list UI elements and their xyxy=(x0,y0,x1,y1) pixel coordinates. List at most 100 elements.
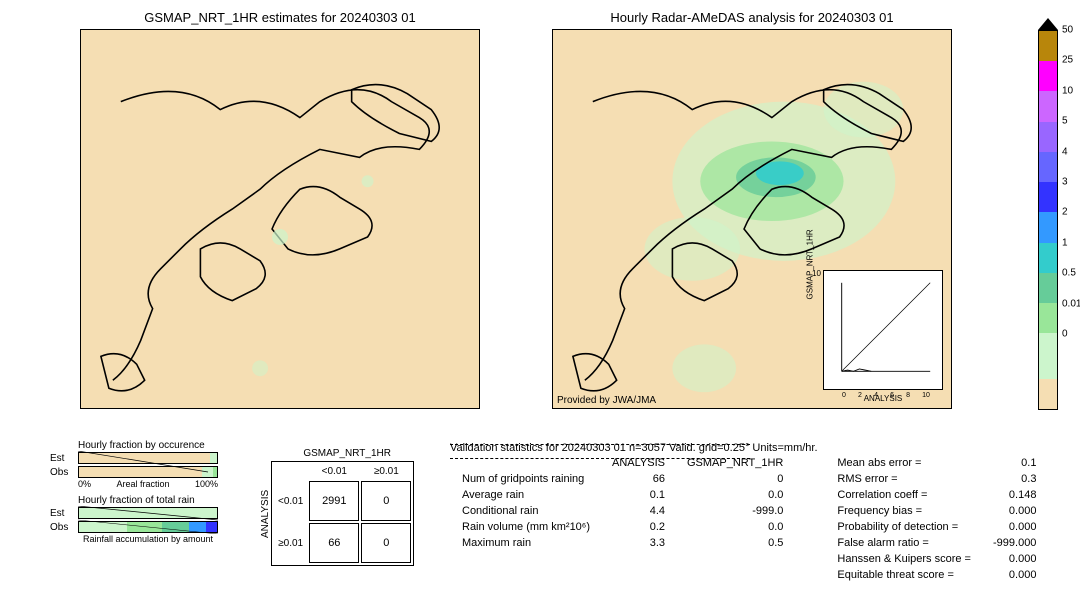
totalrain-title: Hourly fraction of total rain xyxy=(78,495,218,506)
right-map-title: Hourly Radar-AMeDAS analysis for 2024030… xyxy=(552,10,952,25)
colorbar-seg xyxy=(1039,303,1057,333)
validation-row: Num of gridpoints raining660 xyxy=(452,472,793,486)
colorbar-label: 5 xyxy=(1062,116,1068,127)
val-b: 0.5 xyxy=(677,536,793,550)
colorbar-seg xyxy=(1039,152,1057,182)
colorbar-seg xyxy=(1039,333,1057,378)
bar xyxy=(78,521,218,533)
xtick: 125°E xyxy=(580,408,610,409)
colorbar-arrow xyxy=(1038,18,1058,30)
xtick: 145°E xyxy=(411,408,441,409)
val-label: Num of gridpoints raining xyxy=(452,472,600,486)
contingency-table: <0.01≥0.01 <0.0129910 ≥0.01660 xyxy=(271,461,414,566)
xtick: 125°E xyxy=(108,408,138,409)
occurrence-title: Hourly fraction by occurence xyxy=(78,440,218,451)
validation-row: Conditional rain4.4-999.0 xyxy=(452,504,793,518)
xtick: 145°E xyxy=(883,408,913,409)
xtick: 135°E xyxy=(259,408,289,409)
stat-row: Mean abs error =0.1 xyxy=(827,456,1046,470)
contingency-row-header: ANALYSIS xyxy=(260,461,271,566)
colorbar-seg xyxy=(1039,61,1057,91)
stat-val: 0.3 xyxy=(983,472,1046,486)
colorbar-seg xyxy=(1039,273,1057,303)
cont-col1: ≥0.01 xyxy=(361,464,411,479)
stat-val: 0.000 xyxy=(983,520,1046,534)
stat-val: 0.1 xyxy=(983,456,1046,470)
occurrence-panel: Hourly fraction by occurence Est Obs 0% A… xyxy=(50,440,218,544)
validation-right-table: Mean abs error =0.1RMS error =0.3Correla… xyxy=(825,454,1048,584)
val-a: 4.4 xyxy=(602,504,675,518)
inset-tick: 0 xyxy=(842,392,846,399)
stat-label: Equitable threat score = xyxy=(827,568,981,582)
bar xyxy=(78,507,218,519)
xtick: 130°E xyxy=(184,408,214,409)
inset-tick: 2 xyxy=(858,392,862,399)
bar-label: Obs xyxy=(50,522,78,533)
stat-row: Correlation coeff =0.148 xyxy=(827,488,1046,502)
bar-row: Obs xyxy=(50,465,218,479)
stat-label: False alarm ratio = xyxy=(827,536,981,550)
occ-xmin: 0% xyxy=(78,479,91,489)
validation-row: Maximum rain3.30.5 xyxy=(452,536,793,550)
val-b: -999.0 xyxy=(677,504,793,518)
inset-tick: 10 xyxy=(922,392,930,399)
cont-00: 2991 xyxy=(309,481,359,521)
bar xyxy=(78,466,218,478)
colorbar-seg xyxy=(1039,182,1057,212)
bar xyxy=(78,452,218,464)
val-label: Maximum rain xyxy=(452,536,600,550)
inset-ymax: 10 xyxy=(812,269,821,278)
validation-panel: Validation statistics for 20240303 01 n=… xyxy=(450,442,1050,584)
stat-label: Mean abs error = xyxy=(827,456,981,470)
contingency-panel: GSMAP_NRT_1HR ANALYSIS <0.01≥0.01 <0.012… xyxy=(260,448,414,566)
xtick: 130°E xyxy=(656,408,686,409)
stat-label: RMS error = xyxy=(827,472,981,486)
stat-row: Frequency bias =0.000 xyxy=(827,504,1046,518)
cont-01: 0 xyxy=(361,481,411,521)
bar-label: Est xyxy=(50,453,78,464)
contingency-col-header: GSMAP_NRT_1HR xyxy=(280,448,414,459)
inset-plot xyxy=(824,271,942,389)
colorbar: 502510543210.50.010 xyxy=(1038,30,1058,410)
colorbar-seg xyxy=(1039,379,1057,409)
inset-tick: 6 xyxy=(890,392,894,399)
colorbar-label: 0.01 xyxy=(1062,298,1080,309)
colorbar-seg xyxy=(1039,122,1057,152)
validation-row: Rain volume (mm km²10⁶)0.20.0 xyxy=(452,520,793,534)
stat-label: Hanssen & Kuipers score = xyxy=(827,552,981,566)
bar-label: Est xyxy=(50,508,78,519)
occ-xmax: 100% xyxy=(195,479,218,489)
val-b: 0.0 xyxy=(677,520,793,534)
val-b: 0.0 xyxy=(677,488,793,502)
colorbar-seg xyxy=(1039,91,1057,121)
inset-tick: 8 xyxy=(906,392,910,399)
inset-scatter: ANALYSIS GSMAP_NRT_1HR 10 0246810 xyxy=(823,270,943,390)
bar-label: Obs xyxy=(50,467,78,478)
left-map: 45°N40°N35°N30°N25°N125°E130°E135°E140°E… xyxy=(80,29,480,409)
stat-row: Probability of detection =0.000 xyxy=(827,520,1046,534)
validation-row: Average rain0.10.0 xyxy=(452,488,793,502)
totalrain-xlabel: Rainfall accumulation by amount xyxy=(83,534,213,544)
inset-tick: 4 xyxy=(874,392,878,399)
cont-row1: ≥0.01 xyxy=(274,523,307,563)
stat-val: 0.000 xyxy=(983,552,1046,566)
right-map-panel: Hourly Radar-AMeDAS analysis for 2024030… xyxy=(552,10,952,409)
stat-label: Correlation coeff = xyxy=(827,488,981,502)
bar-row: Est xyxy=(50,506,218,520)
colorbar-label: 0 xyxy=(1062,329,1068,340)
cont-col0: <0.01 xyxy=(309,464,359,479)
val-a: 0.2 xyxy=(602,520,675,534)
stat-row: RMS error =0.3 xyxy=(827,472,1046,486)
colorbar-label: 2 xyxy=(1062,207,1068,218)
bar-row: Est xyxy=(50,451,218,465)
colorbar-seg xyxy=(1039,212,1057,242)
bar-row: Obs xyxy=(50,520,218,534)
stat-label: Frequency bias = xyxy=(827,504,981,518)
xtick: 140°E xyxy=(807,408,837,409)
stat-val: 0.000 xyxy=(983,504,1046,518)
occ-xlabel: Areal fraction xyxy=(116,479,169,489)
colorbar-label: 3 xyxy=(1062,177,1068,188)
cont-11: 0 xyxy=(361,523,411,563)
xtick: 140°E xyxy=(335,408,365,409)
provided-label: Provided by JWA/JMA xyxy=(557,395,656,406)
